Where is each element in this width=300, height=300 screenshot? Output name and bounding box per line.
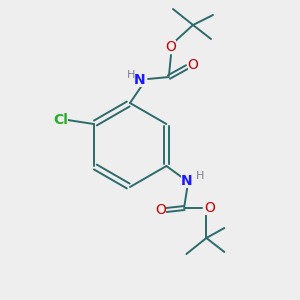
Text: O: O [204, 201, 215, 215]
Text: Cl: Cl [53, 113, 68, 127]
Text: H: H [127, 70, 135, 80]
Text: O: O [166, 40, 176, 54]
Text: N: N [134, 73, 146, 87]
Text: O: O [188, 58, 198, 72]
Text: H: H [196, 171, 205, 181]
Text: N: N [181, 174, 192, 188]
Text: O: O [155, 203, 166, 217]
